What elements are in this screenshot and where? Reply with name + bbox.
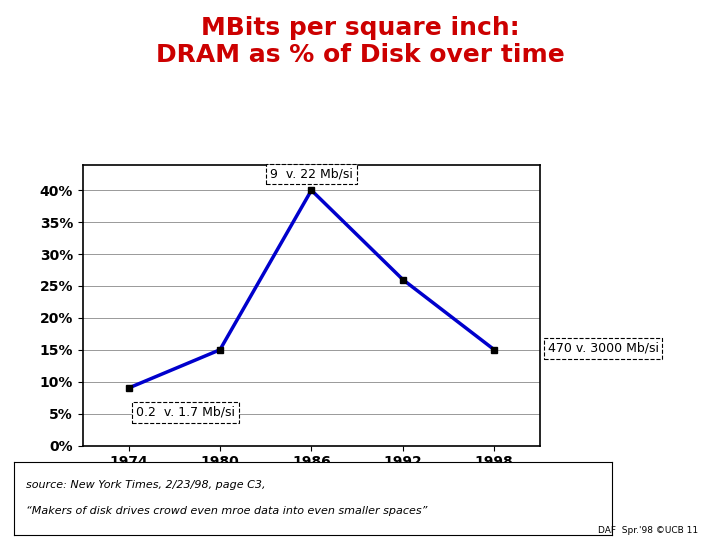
Text: source: New York Times, 2/23/98, page C3,: source: New York Times, 2/23/98, page C3… bbox=[27, 480, 266, 490]
Text: 0.2  v. 1.7 Mb/si: 0.2 v. 1.7 Mb/si bbox=[136, 406, 235, 419]
Text: MBits per square inch:
DRAM as % of Disk over time: MBits per square inch: DRAM as % of Disk… bbox=[156, 16, 564, 67]
Text: “Makers of disk drives crowd even mroe data into even smaller spaces”: “Makers of disk drives crowd even mroe d… bbox=[27, 507, 428, 516]
Text: 9  v. 22 Mb/si: 9 v. 22 Mb/si bbox=[270, 167, 353, 181]
Text: DAF  Spr.'98 ©UCB 11: DAF Spr.'98 ©UCB 11 bbox=[598, 525, 698, 535]
Text: 470 v. 3000 Mb/si: 470 v. 3000 Mb/si bbox=[548, 342, 659, 355]
